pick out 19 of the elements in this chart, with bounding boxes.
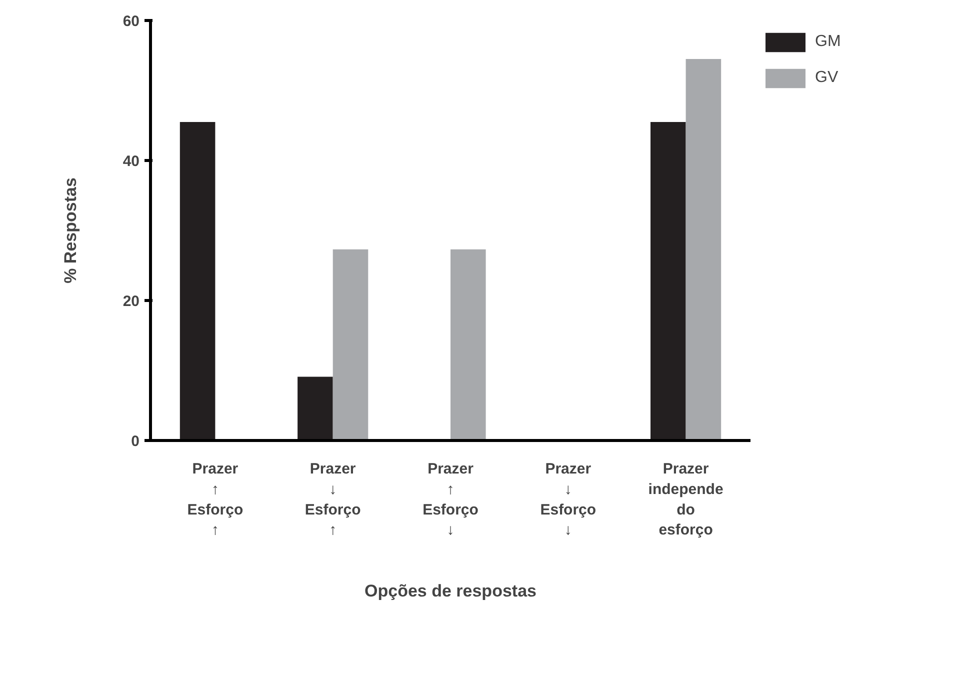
- bar: [298, 376, 333, 440]
- x-tick-label: Prazer ↑ Esforço ↓: [422, 460, 478, 539]
- x-tick-label: Prazer ↑ Esforço ↑: [187, 460, 244, 539]
- x-axis-title: Opções de respostas: [364, 582, 536, 601]
- y-tick-label: 40: [122, 153, 140, 170]
- x-tick-label: Prazer ↓ Esforço ↓: [540, 460, 596, 539]
- y-axis-title: % Respostas: [60, 178, 80, 284]
- y-tick-label: 20: [122, 293, 140, 310]
- legend-label: GM: [815, 33, 841, 51]
- bar: [332, 249, 368, 440]
- bar: [450, 249, 486, 440]
- y-tick-label: 60: [122, 13, 140, 30]
- bar: [650, 122, 686, 440]
- legend-label: GV: [815, 69, 838, 87]
- bar: [180, 122, 216, 440]
- x-tick-label: Prazer ↓ Esforço ↑: [304, 460, 361, 539]
- bar: [686, 59, 722, 440]
- x-tick-label: Prazer independe do esforço: [648, 460, 724, 539]
- y-tick-label: 0: [131, 433, 140, 450]
